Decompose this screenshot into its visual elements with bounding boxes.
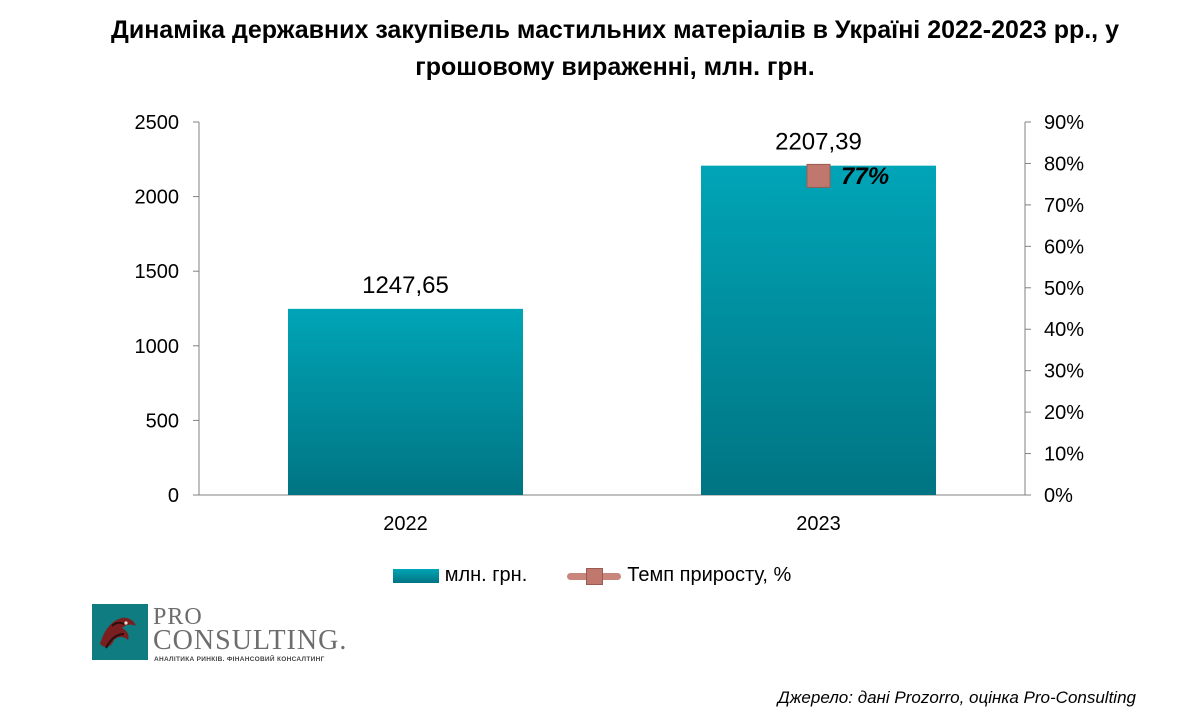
y-left-tick-label: 1500 — [135, 261, 180, 283]
y-left-tick-label: 2000 — [135, 187, 180, 209]
x-tick-label: 2022 — [383, 513, 428, 535]
y-right-tick-label: 60% — [1044, 236, 1084, 258]
bars — [288, 165, 936, 495]
data-labels: 1247,65 2207,39 — [362, 129, 862, 299]
y-right-tick-label: 0% — [1044, 485, 1073, 507]
bar — [288, 308, 523, 495]
chart-title: Динаміка державних закупівель мастильних… — [111, 16, 1119, 81]
growth-markers: 77% — [806, 163, 889, 190]
chart-svg: 0 500 1000 1500 2000 2500 0% 10% 20% 30% 40% 50% 60%… — [135, 112, 1085, 535]
growth-value-label: 77% — [841, 163, 889, 190]
y-right-tick-label: 90% — [1044, 112, 1084, 134]
bar-value-label: 2207,39 — [775, 129, 862, 156]
bar — [701, 165, 936, 495]
logo-text-consulting: CONSULTING. — [153, 625, 348, 656]
legend-line-swatch — [567, 567, 622, 585]
y-right-tick-label: 30% — [1044, 361, 1084, 383]
y-left-tick-label: 1000 — [135, 336, 180, 358]
y-right-tick-label: 70% — [1044, 195, 1084, 217]
logo-emblem-icon — [92, 604, 148, 660]
logo-text-pro: PRO — [153, 604, 203, 630]
y-right-tick-label: 20% — [1044, 402, 1084, 424]
growth-marker — [806, 163, 831, 188]
legend-bar-swatch — [392, 568, 439, 583]
pro-consulting-logo: PRO CONSULTING. АНАЛІТИКА РИНКІВ. ФІНАНС… — [92, 604, 362, 664]
legend-item-line[interactable]: Темп приросту, % — [567, 564, 791, 587]
y-right-tick-label: 10% — [1044, 444, 1084, 466]
bar-value-label: 1247,65 — [362, 272, 449, 299]
y-left-tick-label: 2500 — [135, 112, 180, 134]
logo-tagline: АНАЛІТИКА РИНКІВ. ФІНАНСОВИЙ КОНСАЛТИНГ — [154, 656, 325, 663]
legend-line-label: Темп приросту, % — [627, 564, 792, 586]
legend-bar-label: млн. грн. — [444, 564, 528, 586]
y-right-tick-label: 50% — [1044, 278, 1084, 300]
y-left-tick-label: 0 — [168, 485, 179, 507]
legend-item-bar[interactable]: млн. грн. — [392, 564, 528, 587]
y-right-tick-label: 80% — [1044, 153, 1084, 175]
axes: 0 500 1000 1500 2000 2500 0% 10% 20% 30% 40% 50% 60%… — [135, 112, 1085, 535]
y-right-tick-label: 40% — [1044, 319, 1084, 341]
y-left-tick-label: 500 — [146, 410, 179, 432]
x-tick-label: 2023 — [796, 513, 841, 535]
legend: млн. грн. Темп приросту, % — [0, 564, 1184, 587]
source-note: Джерело: дані Prozorro, оцінка Pro-Consu… — [777, 688, 1136, 707]
